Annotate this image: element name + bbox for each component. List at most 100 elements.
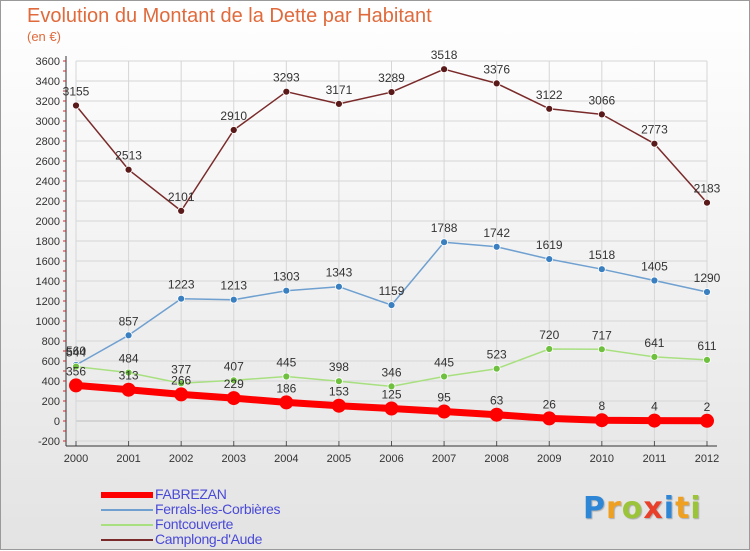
data-label: 1619 (536, 238, 563, 252)
data-label: 611 (697, 339, 716, 353)
data-label: 523 (487, 348, 507, 362)
y-tick-label: 200 (42, 396, 60, 408)
data-label: 1742 (483, 226, 510, 240)
data-point-0 (226, 391, 241, 406)
y-tick-label: 3400 (36, 76, 60, 88)
data-label: 26 (543, 397, 557, 411)
data-label: 63 (490, 394, 504, 408)
data-point-3 (650, 139, 659, 148)
data-label: 717 (592, 328, 612, 342)
data-label: 3122 (536, 88, 563, 102)
x-tick-label: 2009 (537, 453, 561, 465)
data-label: 3066 (588, 93, 615, 107)
data-point-0 (331, 398, 346, 413)
data-point-1 (545, 255, 554, 264)
data-point-2 (72, 362, 80, 371)
data-label: 3293 (273, 71, 300, 85)
data-label: 229 (224, 377, 244, 391)
data-point-3 (282, 87, 291, 96)
data-label: 1213 (220, 279, 247, 293)
legend-swatch-ferrals (101, 509, 153, 511)
data-point-0 (647, 413, 662, 428)
y-tick-label: 3600 (36, 56, 60, 68)
data-point-2 (597, 345, 606, 354)
y-tick-label: 1400 (36, 276, 60, 288)
data-point-0 (121, 382, 136, 397)
data-label: 8 (598, 399, 605, 413)
y-tick-label: 1200 (36, 296, 60, 308)
y-tick-label: 1800 (36, 236, 60, 248)
proxiti-logo: Proxiti (583, 491, 702, 526)
data-point-0 (700, 413, 714, 428)
data-label: 266 (171, 373, 191, 387)
y-tick-label: 600 (42, 356, 60, 368)
data-label: 445 (434, 356, 454, 370)
legend-swatch-fontcouverte (101, 524, 153, 526)
x-tick-label: 2011 (643, 453, 667, 465)
data-label: 3376 (483, 62, 510, 76)
legend-swatch-fabrezan (101, 492, 153, 498)
data-label: 346 (381, 365, 401, 379)
data-point-1 (650, 276, 659, 285)
data-label: 2101 (168, 190, 195, 204)
x-tick-label: 2005 (327, 453, 351, 465)
data-point-0 (542, 411, 557, 426)
logo-letter: i (690, 491, 702, 526)
x-tick-label: 2001 (116, 453, 140, 465)
legend-label-fontcouverte: Fontcouverte (155, 516, 234, 532)
data-label: 398 (329, 360, 349, 374)
legend-label-camplong: Camplong-d'Aude (155, 531, 263, 547)
y-tick-label: 2000 (36, 216, 60, 228)
legend-label-ferrals: Ferrals-les-Corbières (155, 501, 281, 517)
data-label: 1405 (641, 260, 668, 274)
x-tick-label: 2007 (432, 453, 456, 465)
data-point-1 (229, 295, 238, 304)
data-label: 2 (704, 400, 711, 414)
data-label: 1518 (588, 248, 615, 262)
data-label: 186 (276, 381, 296, 395)
data-point-1 (597, 265, 606, 274)
y-tick-label: 3200 (36, 96, 60, 108)
data-point-3 (124, 165, 133, 174)
data-point-2 (545, 345, 554, 353)
chart-subtitle: (en €) (27, 29, 61, 44)
data-point-3 (72, 101, 80, 110)
y-tick-label: 2400 (36, 176, 60, 188)
logo-letter: r (606, 491, 622, 526)
data-label: 720 (539, 328, 559, 342)
data-point-3 (492, 79, 501, 88)
data-label: 1788 (431, 221, 458, 235)
x-tick-label: 2000 (64, 453, 88, 465)
y-tick-label: 2800 (36, 136, 60, 148)
data-point-3 (387, 88, 396, 96)
data-point-0 (489, 407, 504, 422)
y-tick-label: -200 (38, 436, 60, 448)
data-point-2 (650, 352, 659, 361)
data-label: 3155 (63, 85, 90, 99)
data-point-3 (440, 65, 448, 74)
data-point-1 (440, 238, 448, 247)
data-label: 857 (119, 314, 139, 328)
x-tick-label: 2004 (274, 453, 298, 465)
data-label: 3518 (431, 48, 458, 62)
data-point-3 (229, 126, 238, 134)
data-point-1 (492, 242, 501, 251)
data-label: 484 (119, 352, 139, 366)
data-point-3 (335, 100, 343, 108)
data-label: 544 (66, 346, 86, 360)
logo-letter: t (675, 491, 691, 526)
data-label: 95 (437, 391, 451, 405)
data-point-3 (545, 104, 554, 113)
data-point-1 (387, 301, 396, 310)
data-label: 1223 (168, 278, 195, 292)
data-point-0 (384, 401, 399, 416)
data-point-1 (703, 288, 711, 296)
logo-letter: P (583, 491, 606, 526)
data-point-2 (335, 377, 343, 386)
y-tick-label: 3000 (36, 116, 60, 128)
legend-label-fabrezan: FABREZAN (155, 486, 227, 502)
x-tick-label: 2012 (695, 453, 719, 465)
data-label: 3289 (378, 71, 405, 85)
